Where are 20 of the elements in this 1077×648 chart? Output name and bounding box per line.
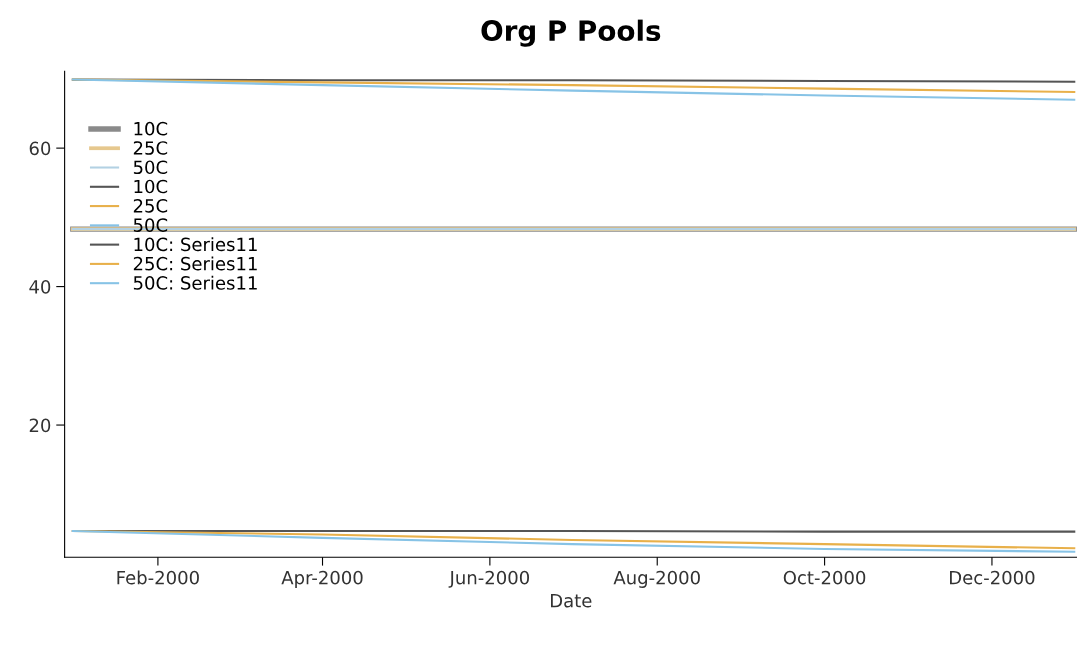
legend-label: 25C: Series11 <box>133 256 257 271</box>
x-tick-label: Feb-2000 <box>117 570 199 585</box>
legend-label: 10C <box>134 179 168 194</box>
legend-label: 25C <box>133 141 168 155</box>
chart-title: Org P Pools <box>481 19 661 47</box>
y-tick-label: 60 <box>29 141 51 156</box>
x-tick-label: Jun-2000 <box>448 570 530 588</box>
y-tick-label: 20 <box>29 418 51 433</box>
x-axis-title: Date <box>551 594 592 608</box>
x-tick-label: Apr-2000 <box>281 570 363 588</box>
legend-label: 10C <box>134 121 168 136</box>
y-tick-label: 40 <box>29 280 51 294</box>
legend-label: 10C: Series11 <box>134 237 257 252</box>
legend-label: 50C <box>133 160 168 175</box>
legend-label: 50C: Series11 <box>133 275 257 290</box>
x-tick-label: Aug-2000 <box>613 570 700 588</box>
legend-label: 50C <box>133 218 168 232</box>
legend-label: 25C <box>133 198 168 213</box>
x-tick-label: Dec-2000 <box>950 570 1035 585</box>
x-tick-label: Oct-2000 <box>783 570 866 585</box>
